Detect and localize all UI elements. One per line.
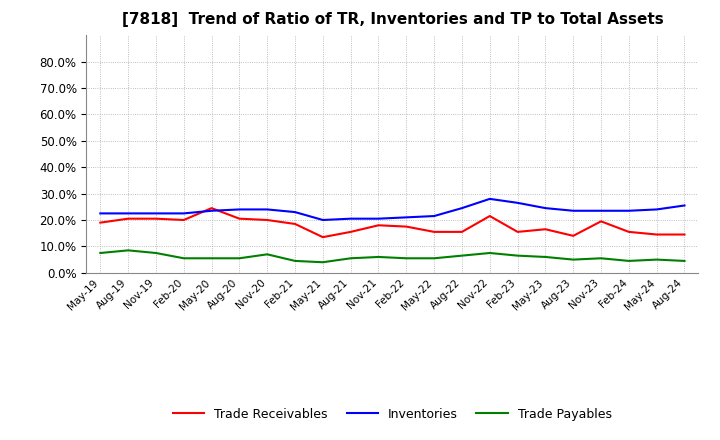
Trade Receivables bbox=[485, 213, 494, 219]
Trade Payables bbox=[624, 258, 633, 264]
Trade Receivables bbox=[152, 216, 161, 221]
Trade Payables bbox=[96, 250, 104, 256]
Trade Receivables bbox=[652, 232, 661, 237]
Trade Payables bbox=[485, 250, 494, 256]
Trade Payables bbox=[513, 253, 522, 258]
Inventories bbox=[402, 215, 410, 220]
Inventories bbox=[346, 216, 355, 221]
Inventories bbox=[485, 196, 494, 202]
Trade Payables bbox=[374, 254, 383, 260]
Inventories bbox=[318, 217, 327, 223]
Trade Receivables bbox=[263, 217, 271, 223]
Inventories bbox=[569, 208, 577, 213]
Trade Receivables bbox=[179, 217, 188, 223]
Trade Receivables bbox=[513, 229, 522, 235]
Inventories bbox=[430, 213, 438, 219]
Inventories bbox=[207, 208, 216, 213]
Inventories bbox=[458, 205, 467, 211]
Inventories bbox=[124, 211, 132, 216]
Trade Payables bbox=[569, 257, 577, 262]
Line: Trade Receivables: Trade Receivables bbox=[100, 208, 685, 237]
Trade Receivables bbox=[597, 219, 606, 224]
Line: Trade Payables: Trade Payables bbox=[100, 250, 685, 262]
Trade Receivables bbox=[624, 229, 633, 235]
Trade Receivables bbox=[541, 227, 550, 232]
Trade Receivables bbox=[96, 220, 104, 225]
Trade Payables bbox=[458, 253, 467, 258]
Trade Payables bbox=[263, 252, 271, 257]
Inventories bbox=[513, 200, 522, 205]
Trade Receivables bbox=[374, 223, 383, 228]
Trade Receivables bbox=[318, 235, 327, 240]
Trade Receivables bbox=[680, 232, 689, 237]
Line: Inventories: Inventories bbox=[100, 199, 685, 220]
Inventories bbox=[235, 207, 243, 212]
Inventories bbox=[680, 203, 689, 208]
Legend: Trade Receivables, Inventories, Trade Payables: Trade Receivables, Inventories, Trade Pa… bbox=[168, 403, 617, 425]
Trade Payables bbox=[152, 250, 161, 256]
Trade Receivables bbox=[458, 229, 467, 235]
Trade Payables bbox=[179, 256, 188, 261]
Inventories bbox=[263, 207, 271, 212]
Inventories bbox=[291, 209, 300, 215]
Trade Receivables bbox=[402, 224, 410, 229]
Trade Payables bbox=[402, 256, 410, 261]
Trade Receivables bbox=[235, 216, 243, 221]
Trade Payables bbox=[235, 256, 243, 261]
Trade Receivables bbox=[430, 229, 438, 235]
Inventories bbox=[179, 211, 188, 216]
Title: [7818]  Trend of Ratio of TR, Inventories and TP to Total Assets: [7818] Trend of Ratio of TR, Inventories… bbox=[122, 12, 663, 27]
Trade Payables bbox=[597, 256, 606, 261]
Trade Payables bbox=[346, 256, 355, 261]
Trade Payables bbox=[541, 254, 550, 260]
Inventories bbox=[96, 211, 104, 216]
Inventories bbox=[152, 211, 161, 216]
Inventories bbox=[652, 207, 661, 212]
Trade Payables bbox=[430, 256, 438, 261]
Trade Payables bbox=[318, 260, 327, 265]
Trade Payables bbox=[207, 256, 216, 261]
Trade Receivables bbox=[346, 229, 355, 235]
Trade Payables bbox=[291, 258, 300, 264]
Trade Receivables bbox=[291, 221, 300, 227]
Inventories bbox=[624, 208, 633, 213]
Trade Receivables bbox=[569, 233, 577, 238]
Trade Receivables bbox=[124, 216, 132, 221]
Inventories bbox=[541, 205, 550, 211]
Trade Payables bbox=[680, 258, 689, 264]
Trade Payables bbox=[124, 248, 132, 253]
Inventories bbox=[597, 208, 606, 213]
Trade Payables bbox=[652, 257, 661, 262]
Inventories bbox=[374, 216, 383, 221]
Trade Receivables bbox=[207, 205, 216, 211]
